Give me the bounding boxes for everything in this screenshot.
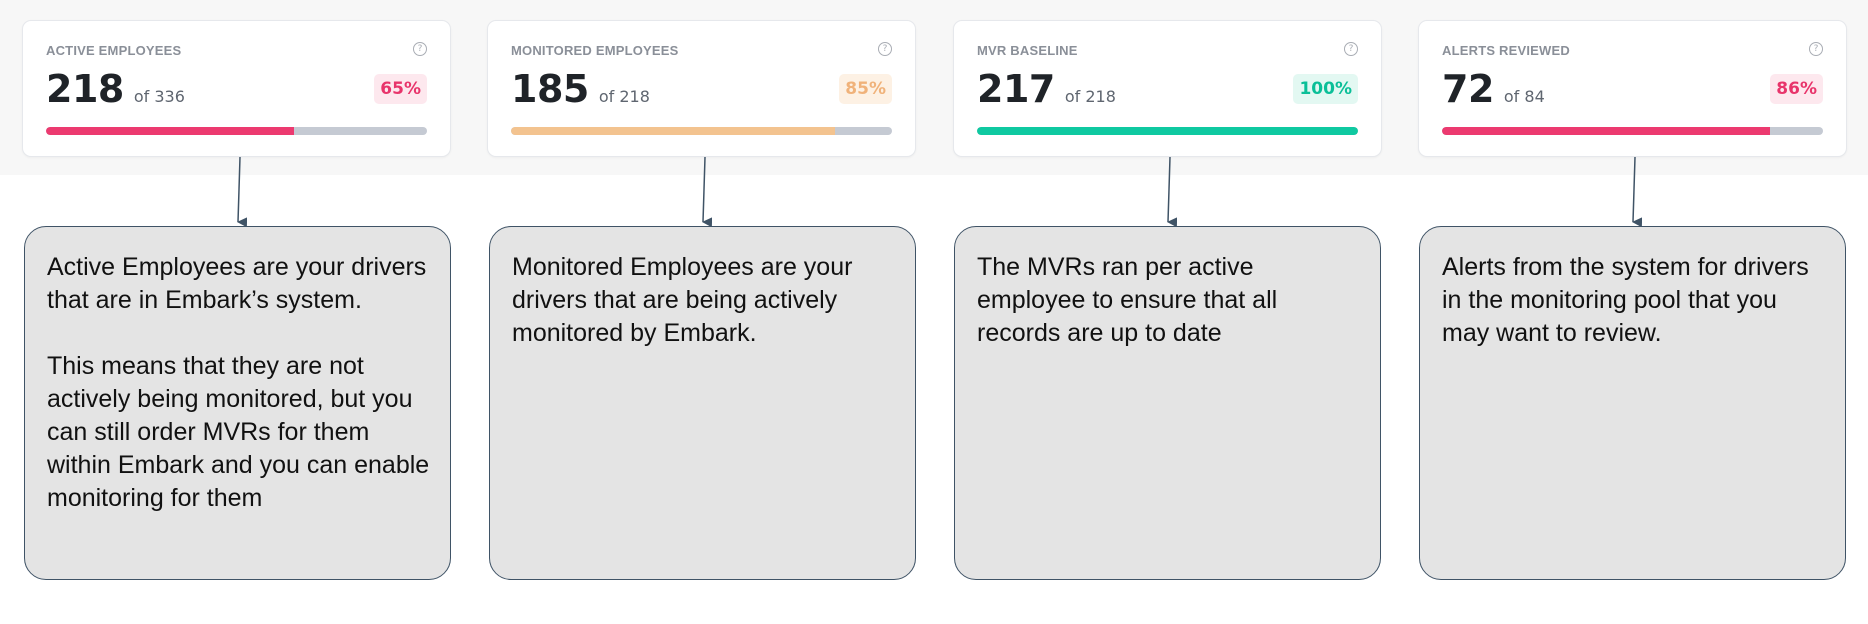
callout-text: Monitored Employees are your drivers tha… bbox=[512, 251, 899, 350]
value-row: 217 of 218 bbox=[977, 67, 1116, 111]
value-row: 72 of 84 bbox=[1442, 67, 1545, 111]
progress-bar bbox=[46, 127, 427, 135]
metric-value: 218 bbox=[46, 67, 124, 111]
value-row: 218 of 336 bbox=[46, 67, 185, 111]
callout-paragraph: The MVRs ran per active employee to ensu… bbox=[977, 253, 1278, 347]
progress-fill bbox=[977, 127, 1358, 135]
card-active-employees: ACTIVE EMPLOYEES ? 218 of 336 65% bbox=[22, 20, 451, 157]
progress-bar bbox=[1442, 127, 1823, 135]
metric-total: of 218 bbox=[1064, 87, 1116, 106]
help-icon[interactable]: ? bbox=[413, 42, 427, 56]
callout-text: Alerts from the system for drivers in th… bbox=[1442, 251, 1829, 350]
callout-text: The MVRs ran per active employee to ensu… bbox=[977, 251, 1364, 350]
arrow-2 bbox=[702, 156, 713, 228]
card-title: ALERTS REVIEWED bbox=[1442, 43, 1570, 58]
card-alerts-reviewed: ALERTS REVIEWED ? 72 of 84 86% bbox=[1418, 20, 1847, 157]
metric-total: of 84 bbox=[1503, 87, 1545, 106]
help-icon[interactable]: ? bbox=[1344, 42, 1358, 56]
card-mvr-baseline: MVR BASELINE ? 217 of 218 100% bbox=[953, 20, 1382, 157]
arrow-3 bbox=[1167, 156, 1178, 228]
callout-paragraph: Monitored Employees are your drivers tha… bbox=[512, 253, 853, 347]
progress-fill bbox=[1442, 127, 1770, 135]
progress-fill bbox=[511, 127, 835, 135]
progress-bar bbox=[977, 127, 1358, 135]
metric-value: 217 bbox=[977, 67, 1055, 111]
card-title: MVR BASELINE bbox=[977, 43, 1078, 58]
metric-value: 72 bbox=[1442, 67, 1494, 111]
metric-total: of 336 bbox=[133, 87, 185, 106]
percent-badge: 100% bbox=[1293, 74, 1358, 104]
value-row: 185 of 218 bbox=[511, 67, 650, 111]
card-title: MONITORED EMPLOYEES bbox=[511, 43, 679, 58]
metric-total: of 218 bbox=[598, 87, 650, 106]
callout-alerts-reviewed: Alerts from the system for drivers in th… bbox=[1419, 226, 1846, 580]
callout-paragraph: This means that they are not actively be… bbox=[47, 352, 430, 512]
callout-active-employees: Active Employees are your drivers that a… bbox=[24, 226, 451, 580]
callout-text: Active Employees are your drivers that a… bbox=[47, 251, 434, 515]
percent-badge: 65% bbox=[374, 74, 427, 104]
percent-badge: 85% bbox=[839, 74, 892, 104]
arrow-4 bbox=[1632, 156, 1643, 228]
percent-badge: 86% bbox=[1770, 74, 1823, 104]
callout-monitored-employees: Monitored Employees are your drivers tha… bbox=[489, 226, 916, 580]
help-icon[interactable]: ? bbox=[1809, 42, 1823, 56]
progress-bar bbox=[511, 127, 892, 135]
callout-mvr-baseline: The MVRs ran per active employee to ensu… bbox=[954, 226, 1381, 580]
help-icon[interactable]: ? bbox=[878, 42, 892, 56]
card-title: ACTIVE EMPLOYEES bbox=[46, 43, 182, 58]
callout-paragraph: Alerts from the system for drivers in th… bbox=[1442, 253, 1809, 347]
callout-paragraph: Active Employees are your drivers that a… bbox=[47, 253, 427, 314]
metric-value: 185 bbox=[511, 67, 589, 111]
card-monitored-employees: MONITORED EMPLOYEES ? 185 of 218 85% bbox=[487, 20, 916, 157]
arrow-1 bbox=[237, 156, 248, 228]
progress-fill bbox=[46, 127, 294, 135]
